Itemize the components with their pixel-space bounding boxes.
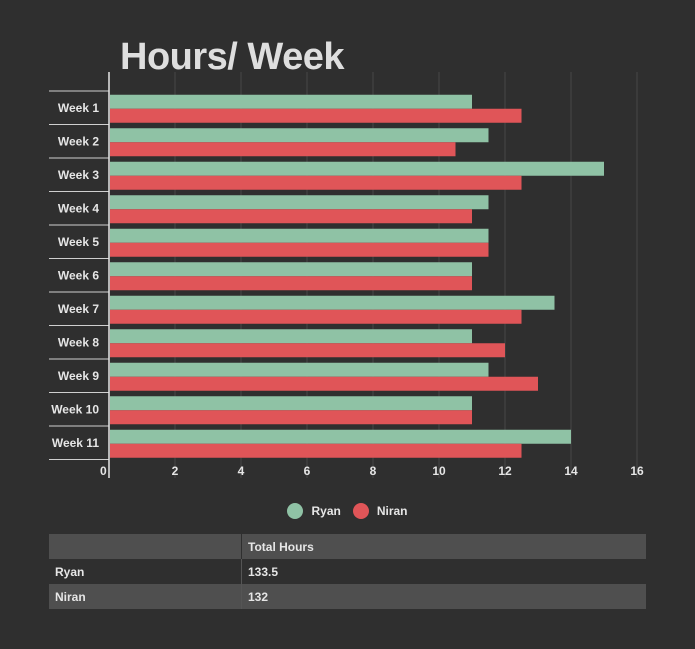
bar-ryan <box>110 295 555 310</box>
bar-niran <box>110 410 472 425</box>
totals-header-row: Total Hours <box>49 534 646 559</box>
legend-label-niran: Niran <box>376 504 408 518</box>
x-tick-label: 0 <box>100 464 107 478</box>
category-label: Week 2 <box>58 134 99 148</box>
category-label: Week 10 <box>51 402 99 416</box>
bar-niran <box>110 309 522 324</box>
legend-item-niran[interactable]: Niran <box>352 503 408 519</box>
bar-niran <box>110 108 522 123</box>
bar-ryan <box>110 228 489 243</box>
bar-ryan <box>110 94 472 109</box>
x-tick-label: 10 <box>432 464 446 478</box>
bar-ryan <box>110 128 489 143</box>
category-label: Week 11 <box>52 436 99 450</box>
category-label: Week 5 <box>58 235 99 249</box>
legend-label-ryan: Ryan <box>311 504 341 518</box>
x-tick-label: 16 <box>630 464 644 478</box>
legend-swatch-ryan <box>287 503 304 519</box>
bar-niran <box>110 242 489 257</box>
bar-ryan <box>110 429 571 444</box>
x-tick-label: 4 <box>238 464 245 478</box>
chart-title: Hours/ Week <box>120 36 344 78</box>
x-tick-labels: 0 2 4 6 8 10 12 14 16 <box>100 464 644 478</box>
bar-niran <box>110 175 522 190</box>
x-tick-label: 14 <box>564 464 578 478</box>
totals-value-cell: 132 <box>241 584 646 609</box>
bars <box>110 94 604 458</box>
bar-ryan <box>110 329 472 344</box>
bar-chart: Week 1 Week 2 Week 3 Week 4 Week 5 Week 6 Week… <box>49 72 644 478</box>
x-tick-label: 2 <box>172 464 179 478</box>
x-tick-label: 8 <box>370 464 377 478</box>
category-label: Week 6 <box>58 268 99 282</box>
category-label: Week 1 <box>58 101 99 115</box>
bar-ryan <box>110 161 604 176</box>
totals-name-cell: Niran <box>55 589 86 604</box>
bar-ryan <box>110 195 489 210</box>
legend-item-ryan[interactable]: Ryan <box>287 503 341 519</box>
totals-table: Total Hours Ryan 133.5 Niran 132 <box>49 534 646 609</box>
bar-ryan <box>110 362 489 377</box>
category-label: Week 3 <box>58 168 99 182</box>
category-label: Week 8 <box>58 335 99 349</box>
category-label: Week 4 <box>58 201 99 215</box>
legend-swatch-niran <box>352 503 369 519</box>
totals-value-cell: 133.5 <box>241 559 646 584</box>
legend: Ryan Niran <box>0 503 695 519</box>
table-row: Niran 132 <box>49 584 646 609</box>
category-labels: Week 1 Week 2 Week 3 Week 4 Week 5 Week 6 Week… <box>51 101 99 450</box>
totals-header-name <box>49 534 242 559</box>
bar-niran <box>110 209 472 224</box>
table-row: Ryan 133.5 <box>49 559 646 584</box>
bar-ryan <box>110 396 472 411</box>
x-tick-label: 6 <box>304 464 311 478</box>
bar-niran <box>110 376 538 391</box>
category-label: Week 7 <box>58 302 99 316</box>
category-label: Week 9 <box>58 369 99 383</box>
totals-name-cell: Ryan <box>55 564 85 579</box>
bar-niran <box>110 443 522 458</box>
bar-ryan <box>110 262 472 277</box>
x-tick-label: 12 <box>498 464 512 478</box>
bar-niran <box>110 276 472 291</box>
totals-header-hours: Total Hours <box>241 534 646 559</box>
bar-niran <box>110 343 505 358</box>
bar-niran <box>110 142 456 157</box>
